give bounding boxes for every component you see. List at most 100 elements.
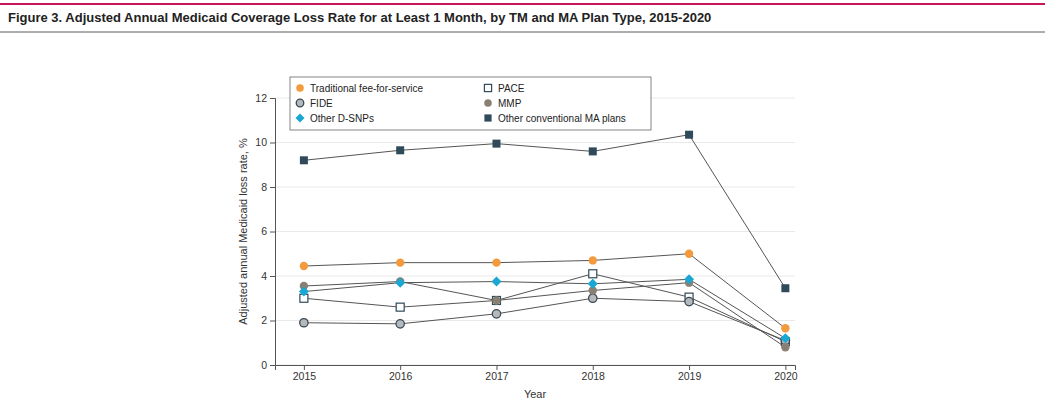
- grid-line: [275, 320, 795, 321]
- legend-box: [290, 77, 651, 130]
- tick: 2016: [389, 365, 413, 382]
- tick-label: 10: [255, 136, 267, 148]
- grid: [275, 98, 795, 365]
- marker: [300, 319, 308, 327]
- tick-mark: [400, 365, 401, 370]
- marker: [685, 131, 693, 139]
- marker: [492, 296, 500, 304]
- grid-line: [275, 142, 795, 143]
- plot-area: [299, 131, 790, 352]
- tick-mark: [689, 365, 690, 370]
- tick-label: 2019: [678, 370, 702, 382]
- tick: 2019: [678, 365, 702, 382]
- tick-label: 2020: [774, 370, 798, 382]
- tick-label: 2: [261, 314, 267, 326]
- series-line: [304, 254, 785, 329]
- tick-label: 2018: [582, 370, 606, 382]
- tick: 2018: [582, 365, 606, 382]
- marker: [396, 303, 404, 311]
- tick-label: 2017: [485, 370, 509, 382]
- tick-mark: [270, 143, 275, 144]
- header-rule: [0, 3, 1045, 5]
- marker: [492, 258, 500, 266]
- legend-label: MMP: [498, 98, 522, 109]
- tick-label: 2015: [293, 370, 317, 382]
- x-axis: 2015 2016 2017 2018 2019 2020: [276, 365, 798, 382]
- tick: 6: [261, 225, 275, 237]
- marker: [492, 310, 500, 318]
- tick-mark: [270, 232, 275, 233]
- y-axis-title: Adjusted annual Medicaid loss rate, %: [237, 138, 249, 325]
- legend-marker: [296, 99, 304, 107]
- legend-label: Other conventional MA plans: [498, 113, 626, 124]
- axis-line: [270, 99, 276, 366]
- marker: [685, 297, 693, 305]
- y-axis: 0 2 4 6 8 10 12: [255, 92, 275, 371]
- title: Figure 3. Adjusted Annual Medicaid Cover…: [8, 10, 711, 25]
- marker: [781, 343, 789, 351]
- tick: 2: [261, 314, 275, 326]
- tick: 2015: [293, 365, 317, 382]
- tick: 0: [261, 359, 275, 371]
- tick-mark: [785, 365, 786, 370]
- marker: [395, 278, 405, 288]
- legend-marker: [484, 114, 491, 121]
- marker: [396, 258, 404, 266]
- tick: 12: [255, 92, 275, 104]
- series-line: [304, 279, 785, 338]
- series-line: [304, 298, 785, 340]
- marker: [492, 296, 500, 304]
- legend-label: Traditional fee-for-service: [310, 83, 423, 94]
- marker: [492, 140, 500, 148]
- grid-line: [275, 231, 795, 232]
- marker: [300, 156, 308, 164]
- marker: [781, 324, 789, 332]
- tick-mark: [496, 365, 497, 370]
- legend-label: Other D-SNPs: [310, 113, 374, 124]
- title-rule: [0, 32, 1045, 33]
- marker: [685, 250, 693, 258]
- series-line: [304, 282, 785, 348]
- marker: [300, 262, 308, 270]
- tick-label: 8: [261, 181, 267, 193]
- x-axis-title: Year: [524, 388, 547, 400]
- tick: 2020: [774, 365, 798, 382]
- grid-line: [275, 187, 795, 188]
- axis-line: [276, 366, 796, 371]
- marker: [589, 270, 597, 278]
- tick-label: 6: [261, 225, 267, 237]
- series-line: [304, 135, 785, 289]
- series-line: [304, 274, 785, 342]
- marker: [588, 279, 598, 289]
- tick-mark: [270, 321, 275, 322]
- tick-label: 12: [255, 92, 267, 104]
- tick-mark: [270, 365, 275, 366]
- tick-label: 0: [261, 359, 267, 371]
- tick: 8: [261, 181, 275, 193]
- tick-mark: [270, 276, 275, 277]
- tick-mark: [270, 187, 275, 188]
- marker: [396, 146, 404, 154]
- legend-label: FIDE: [310, 98, 333, 109]
- legend-marker: [296, 84, 304, 92]
- tick-mark: [304, 365, 305, 370]
- marker: [780, 333, 790, 343]
- legend-marker: [484, 99, 492, 107]
- legend-marker: [296, 114, 305, 123]
- tick: 10: [255, 136, 275, 148]
- marker: [781, 284, 789, 292]
- legend: Traditional fee-for-service PACE FIDE MMP Ot…: [290, 77, 651, 130]
- tick-label: 4: [261, 270, 267, 282]
- tick-mark: [593, 365, 594, 370]
- marker: [684, 274, 694, 284]
- marker: [299, 287, 309, 297]
- tick: 4: [261, 270, 275, 282]
- marker: [589, 256, 597, 264]
- chart: Figure 3. Adjusted Annual Medicaid Cover…: [0, 0, 1055, 409]
- tick-mark: [270, 98, 275, 99]
- marker: [491, 277, 501, 287]
- tick: 2017: [485, 365, 509, 382]
- marker: [589, 147, 597, 155]
- legend-label: PACE: [498, 83, 525, 94]
- tick-label: 2016: [389, 370, 413, 382]
